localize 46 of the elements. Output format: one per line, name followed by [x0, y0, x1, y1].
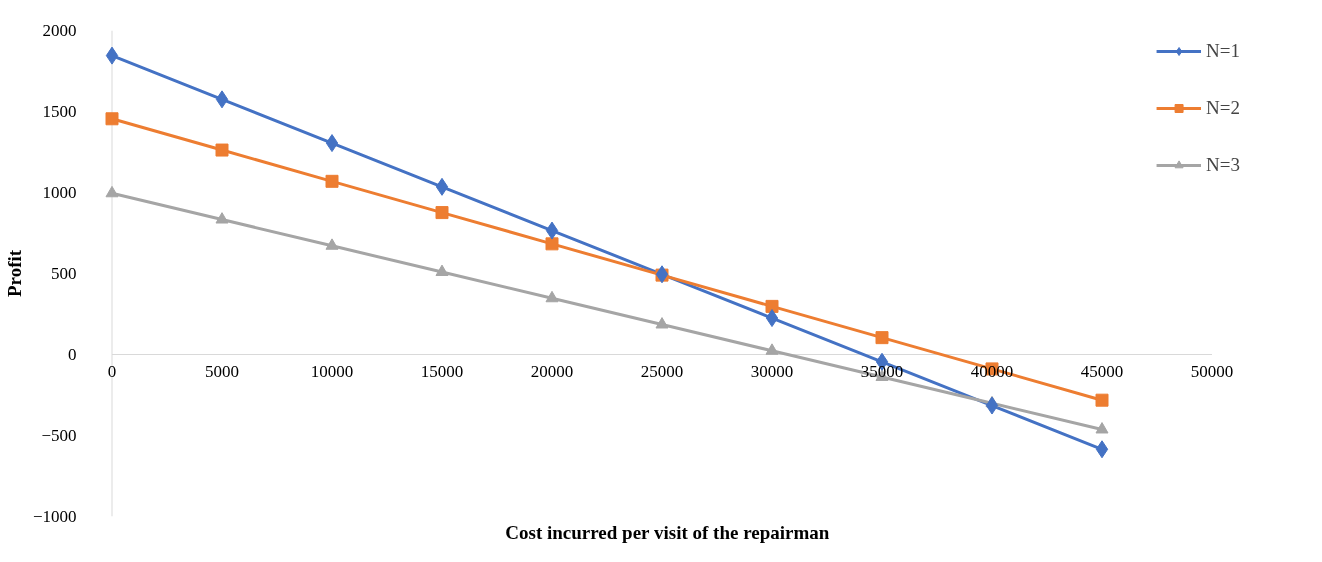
- y-axis-title: Profit: [3, 249, 25, 298]
- point: [1095, 440, 1109, 459]
- legend-label: N=2: [1206, 97, 1240, 119]
- x-tick-label: 0: [107, 361, 117, 381]
- point: [985, 396, 999, 415]
- y-tick-label: −1000: [32, 507, 77, 526]
- point: [435, 177, 449, 196]
- point: [545, 290, 559, 303]
- legend-label: N=1: [1206, 40, 1240, 62]
- point: [325, 134, 339, 153]
- x-tick-label: 25000: [640, 361, 684, 381]
- y-tick-label: 1000: [42, 183, 77, 202]
- y-tick-label: −500: [41, 426, 77, 445]
- x-axis-title: Cost incurred per visit of the repairman: [505, 521, 830, 543]
- point: [1095, 422, 1109, 434]
- x-tick-label: 45000: [1080, 361, 1124, 381]
- point: [215, 212, 229, 224]
- point: [655, 317, 669, 329]
- y-tick-label: 500: [51, 264, 77, 283]
- point: [325, 238, 339, 250]
- point: [545, 221, 559, 240]
- y-tick-label: 2000: [42, 21, 77, 40]
- x-tick-label: 30000: [750, 361, 794, 381]
- point: [105, 112, 119, 126]
- y-tick-label: 1500: [42, 102, 77, 121]
- point: [765, 309, 779, 328]
- x-tick-label: 20000: [530, 361, 574, 381]
- legend-label: N=3: [1206, 154, 1240, 176]
- point: [765, 343, 779, 355]
- x-tick-label: 15000: [420, 361, 464, 381]
- x-tick-label: 5000: [205, 361, 239, 381]
- point: [875, 331, 889, 345]
- point: [765, 299, 779, 313]
- x-tick-label: 10000: [310, 361, 354, 381]
- point: [105, 46, 119, 65]
- x-tick-label: 35000: [860, 361, 904, 381]
- point: [325, 174, 339, 188]
- point: [545, 237, 559, 251]
- point: [1095, 393, 1109, 407]
- point: [105, 185, 119, 198]
- point: [215, 143, 229, 157]
- y-tick-label: 0: [68, 345, 77, 364]
- x-tick-label: 50000: [1190, 361, 1234, 381]
- point: [435, 206, 449, 220]
- point: [215, 90, 229, 109]
- point: [435, 264, 449, 277]
